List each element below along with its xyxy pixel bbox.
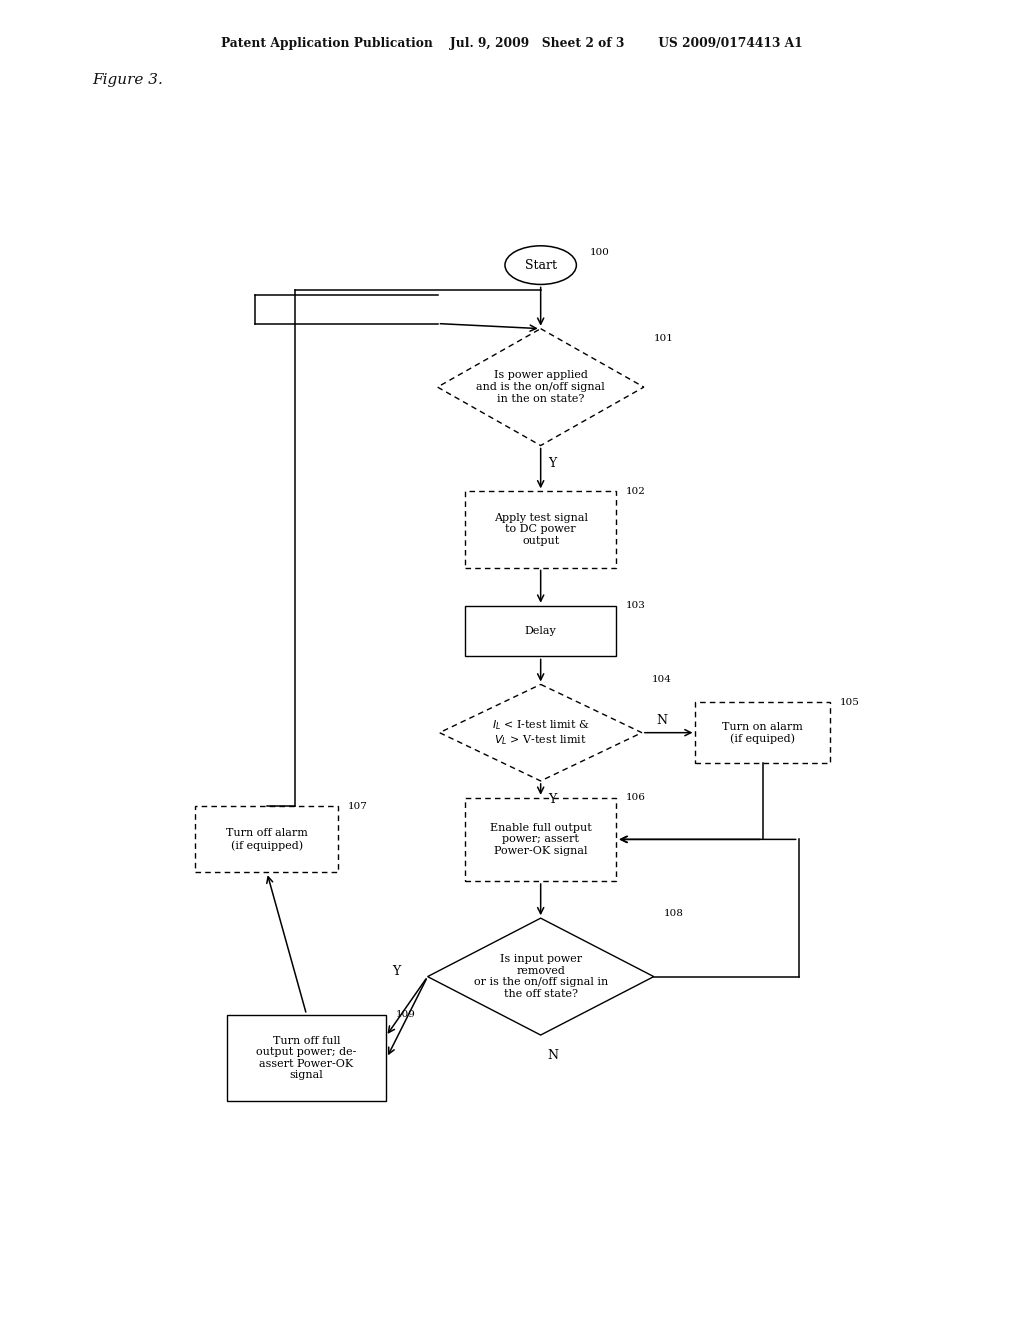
Text: Turn off full
output power; de-
assert Power-OK
signal: Turn off full output power; de- assert P… — [256, 1035, 356, 1080]
Ellipse shape — [505, 246, 577, 284]
Text: Y: Y — [392, 965, 400, 978]
Text: Apply test signal
to DC power
output: Apply test signal to DC power output — [494, 512, 588, 546]
Polygon shape — [428, 919, 653, 1035]
Bar — [196, 807, 338, 873]
Text: Y: Y — [549, 457, 557, 470]
Text: 109: 109 — [396, 1010, 416, 1019]
Text: 101: 101 — [653, 334, 674, 343]
Text: Y: Y — [549, 793, 557, 805]
Text: 108: 108 — [664, 908, 684, 917]
Text: $I_L$ < I-test limit &
$V_L$ > V-test limit: $I_L$ < I-test limit & $V_L$ > V-test li… — [492, 718, 590, 747]
Text: Turn off alarm
(if equipped): Turn off alarm (if equipped) — [226, 828, 308, 850]
Text: 103: 103 — [626, 601, 646, 610]
Text: Start: Start — [524, 259, 557, 272]
Text: Patent Application Publication    Jul. 9, 2009   Sheet 2 of 3        US 2009/017: Patent Application Publication Jul. 9, 2… — [221, 37, 803, 50]
Text: 102: 102 — [626, 487, 646, 496]
Text: 104: 104 — [651, 675, 672, 684]
Text: Enable full output
power; assert
Power-OK signal: Enable full output power; assert Power-O… — [489, 822, 592, 855]
Text: 100: 100 — [590, 248, 610, 257]
Bar — [695, 702, 830, 763]
Text: N: N — [656, 714, 668, 727]
Text: 106: 106 — [626, 793, 646, 803]
Text: N: N — [547, 1049, 558, 1061]
Text: 107: 107 — [348, 801, 368, 810]
Polygon shape — [439, 684, 642, 781]
Text: Delay: Delay — [524, 626, 557, 636]
Bar — [227, 1015, 386, 1101]
Polygon shape — [437, 329, 644, 446]
Bar — [465, 797, 616, 880]
Text: Is input power
removed
or is the on/off signal in
the off state?: Is input power removed or is the on/off … — [473, 954, 608, 999]
Text: 105: 105 — [841, 698, 860, 706]
Bar — [465, 491, 616, 568]
Bar — [465, 606, 616, 656]
Text: Is power applied
and is the on/off signal
in the on state?: Is power applied and is the on/off signa… — [476, 371, 605, 404]
Text: Figure 3.: Figure 3. — [92, 73, 163, 87]
Text: Turn on alarm
(if equiped): Turn on alarm (if equiped) — [723, 722, 803, 743]
